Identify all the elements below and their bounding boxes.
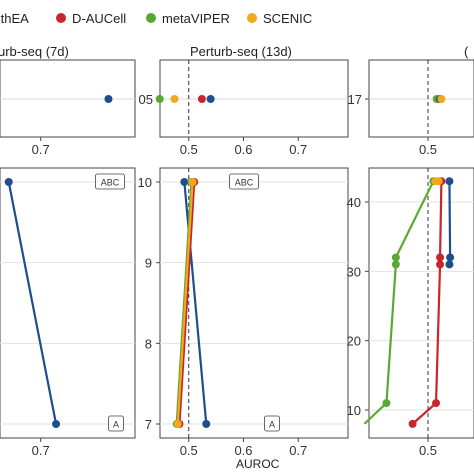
series-group-left-bottom [4, 178, 61, 428]
legend: RothEA D-AUCell metaVIPER SCENIC [0, 6, 474, 30]
point-right-bottom-metaviper-3 [391, 253, 400, 262]
legend-item-d-aucell: D-AUCell [56, 6, 126, 30]
point-right-bottom-d-aucell-2 [436, 260, 445, 269]
panel-frame-right-bottom [368, 167, 474, 439]
panel-title-right: ( [464, 44, 469, 59]
line-right-bottom-d-aucell [411, 181, 443, 425]
line-left-bottom-rothea [7, 181, 58, 425]
y-tick-label-middle-bottom-9: 9 [145, 256, 152, 271]
x-tick-label-middle-top-0-6: 0.6 [234, 142, 252, 157]
y-tick-label-right-bottom-30: 30 [347, 264, 361, 279]
point-right-bottom-rothea-1 [446, 253, 455, 262]
point-middle-bottom-rothea-0 [202, 420, 211, 428]
x-tick-label-middle-top-0-5: 0.5 [180, 142, 198, 157]
y-tick-label-middle-bottom-8: 8 [145, 336, 152, 351]
tag-middle-bottom-abc: ABC [235, 178, 254, 188]
category-label-right-top: 17 [348, 92, 362, 107]
y-tick-label-middle-bottom-7: 7 [145, 417, 152, 432]
y-tick-label-right-bottom-40: 40 [347, 195, 361, 210]
y-tick-label-right-bottom-20: 20 [347, 334, 361, 349]
point-middle-top-d-aucell [197, 95, 206, 103]
x-axis-label: AUROC [236, 457, 280, 471]
legend-dot-metaviper [146, 13, 156, 23]
x-tick-label-middle-bottom-0-7: 0.7 [289, 443, 307, 458]
point-right-bottom-rothea-2 [445, 177, 454, 186]
line-middle-bottom-scenic [176, 181, 194, 425]
x-tick-label-middle-top-0-7: 0.7 [289, 142, 307, 157]
legend-label-metaviper: metaVIPER [162, 10, 230, 26]
point-left-bottom-rothea-0 [52, 420, 61, 428]
y-tick-label-right-bottom-10: 10 [347, 403, 361, 418]
tag-left-bottom-a-box [108, 415, 124, 432]
tag-left-bottom-a: A [113, 420, 119, 430]
legend-dot-d-aucell [56, 13, 66, 23]
line-middle-bottom-d-aucell [178, 181, 196, 425]
point-right-bottom-rothea-0 [445, 260, 454, 269]
point-middle-bottom-scenic-1 [188, 178, 197, 186]
point-middle-top-metaviper [155, 95, 164, 103]
panel-title-left: urb-seq (7d) [0, 44, 69, 59]
x-tick-label-middle-bottom-0-6: 0.6 [234, 443, 252, 458]
x-tick-label-left-bottom-0-7: 0.7 [32, 443, 50, 458]
legend-dot-scenic [247, 13, 257, 23]
legend-label-d-aucell: D-AUCell [72, 10, 127, 26]
y-tick-label-middle-bottom-10: 10 [138, 175, 152, 190]
panel-title-middle: Perturb-seq (13d) [190, 44, 292, 59]
tag-left-bottom-abc: ABC [101, 178, 120, 188]
tag-left-bottom-abc-box [95, 173, 125, 190]
legend-item-rothea: RothEA [0, 6, 29, 30]
point-middle-bottom-rothea-1 [180, 178, 189, 186]
point-right-bottom-scenic-1 [434, 177, 443, 186]
point-right-bottom-metaviper-1 [382, 399, 391, 408]
tag-middle-bottom-a: A [269, 420, 275, 430]
x-tick-label-middle-bottom-0-5: 0.5 [180, 443, 198, 458]
legend-label-rothea: RothEA [0, 10, 29, 26]
legend-label-scenic: SCENIC [263, 10, 313, 26]
line-right-bottom-rothea [448, 181, 452, 265]
point-right-bottom-metaviper-2 [391, 260, 400, 269]
point-right-bottom-d-aucell-1 [432, 399, 441, 408]
point-middle-top-scenic [170, 95, 179, 103]
tag-middle-bottom-a-box [264, 415, 280, 432]
legend-item-scenic: SCENIC [247, 6, 312, 30]
point-right-bottom-d-aucell-0 [408, 419, 417, 428]
tag-middle-bottom-abc-box [229, 173, 259, 190]
x-tick-label-right-bottom-0-5: 0.5 [419, 443, 437, 458]
point-middle-bottom-scenic-0 [173, 420, 182, 428]
point-left-top-rothea [104, 95, 113, 103]
point-right-bottom-d-aucell-3 [436, 253, 445, 262]
point-middle-top-rothea [206, 95, 215, 103]
category-label-middle-top: 05 [139, 92, 153, 107]
point-right-top-scenic [437, 95, 446, 103]
point-left-bottom-rothea-1 [4, 178, 13, 186]
x-tick-label-right-top-0-5: 0.5 [419, 142, 437, 157]
line-right-bottom-metaviper [363, 180, 435, 425]
x-tick-label-left-top-0-7: 0.7 [32, 142, 50, 157]
panel-frame-middle-bottom [159, 167, 349, 439]
panel-frame-left-bottom [0, 167, 136, 439]
legend-item-metaviper: metaVIPER [146, 6, 230, 30]
